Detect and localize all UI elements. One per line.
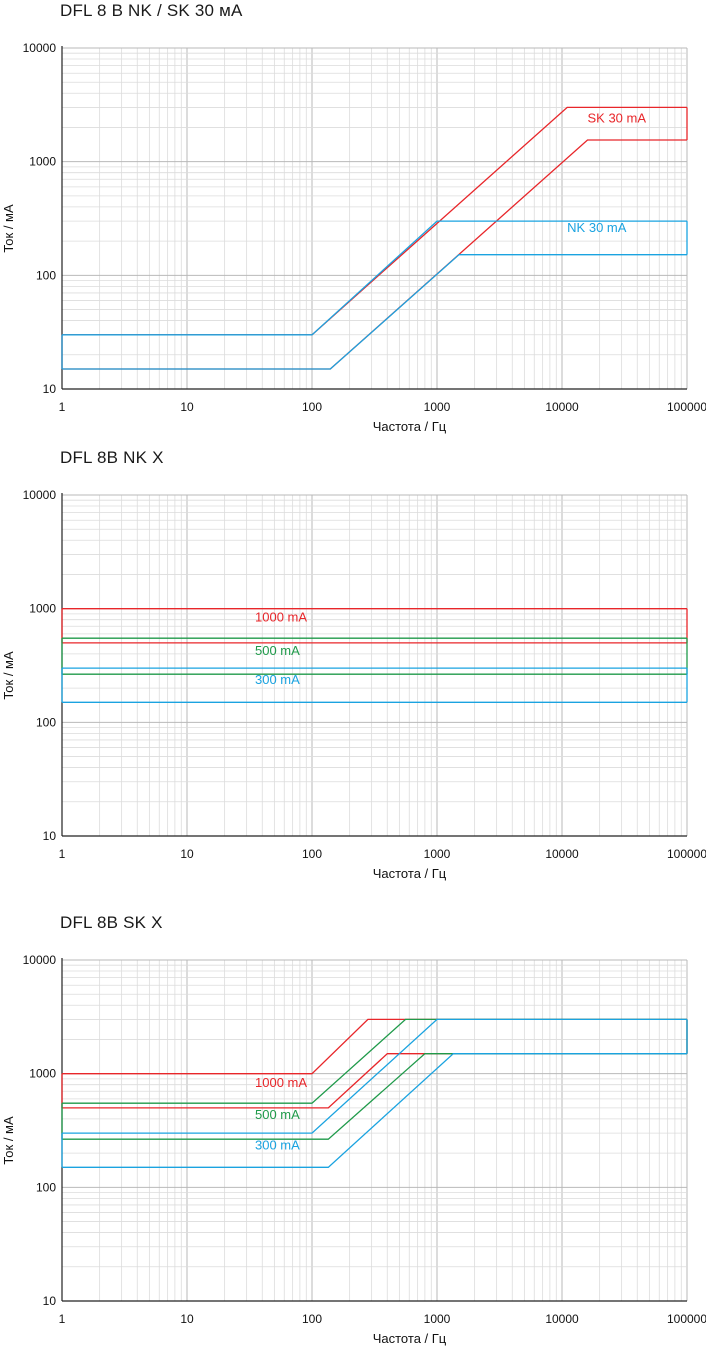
chart-3-plot: 1 10 100 1000 10000 10000010100100010000Часто… (1, 953, 706, 1346)
series-lower-line (62, 1053, 687, 1140)
x-tick-label: 1000 (424, 400, 451, 414)
x-tick-label: 100000 (667, 400, 706, 414)
series-upper-line (62, 1018, 687, 1134)
grid (61, 47, 688, 390)
x-tick-label: 1 (59, 1312, 66, 1326)
y-tick-label: 100 (36, 268, 56, 282)
x-axis-label: Частота / Гц (373, 866, 447, 881)
x-tick-label: 100000 (667, 1312, 706, 1326)
x-tick-label: 10000 (545, 400, 579, 414)
chart-title: DFL 8 B NK / SK 30 мА (60, 1, 243, 20)
y-axis-label: Ток / мА (1, 1116, 16, 1165)
series-upper-line (62, 1018, 687, 1104)
y-axis-label: Ток / мА (1, 651, 16, 700)
chart-2-plot: 1 10 100 1000 10000 10000010100100010000Часто… (1, 488, 706, 881)
series-label: SK 30 mA (588, 111, 647, 126)
series-label: 1000 mA (255, 610, 307, 625)
x-tick-label: 1 (59, 400, 66, 414)
x-tick-label: 100 (302, 1312, 322, 1326)
y-tick-label: 10 (43, 829, 57, 843)
grid (61, 494, 688, 837)
series-lower-line (62, 1053, 687, 1168)
x-tick-label: 1000 (424, 847, 451, 861)
y-tick-label: 10000 (23, 41, 57, 55)
x-axis-label: Частота / Гц (373, 1331, 447, 1346)
y-tick-label: 10 (43, 1294, 57, 1308)
series-upper-line (62, 220, 687, 336)
series-500-ma: 500 mA (61, 1018, 688, 1140)
series-300-ma: 300 mA (61, 1018, 688, 1168)
y-tick-label: 10000 (23, 953, 57, 967)
series-label: 300 mA (255, 672, 300, 687)
x-axis-label: Частота / Гц (373, 419, 447, 434)
series-label: 500 mA (255, 1107, 300, 1122)
x-tick-label: 10 (180, 400, 194, 414)
y-tick-label: 10 (43, 382, 57, 396)
series-label: 1000 mA (255, 1075, 307, 1090)
series-300-ma: 300 mA (61, 667, 688, 703)
series-1000-ma: 1000 mA (61, 1018, 688, 1109)
x-tick-label: 100 (302, 400, 322, 414)
y-tick-label: 100 (36, 1180, 56, 1194)
y-tick-label: 1000 (29, 602, 56, 616)
x-tick-label: 100 (302, 847, 322, 861)
y-tick-label: 1000 (29, 1067, 56, 1081)
series-500-ma: 500 mA (61, 637, 688, 675)
grid (61, 959, 688, 1302)
series-1000-ma: 1000 mA (61, 608, 688, 644)
y-tick-label: 1000 (29, 155, 56, 169)
x-tick-label: 10000 (545, 1312, 579, 1326)
x-tick-label: 100000 (667, 847, 706, 861)
series-nk-30-ma: NK 30 mA (61, 220, 688, 370)
x-tick-label: 10 (180, 847, 194, 861)
series-label: NK 30 mA (567, 220, 627, 235)
x-tick-label: 10 (180, 1312, 194, 1326)
chart-title: DFL 8B NK X (60, 448, 164, 467)
chart-title: DFL 8B SK X (60, 913, 163, 932)
x-tick-label: 1 (59, 847, 66, 861)
series-label: 500 mA (255, 643, 300, 658)
x-tick-label: 1000 (424, 1312, 451, 1326)
y-tick-label: 10000 (23, 488, 57, 502)
y-axis-label: Ток / мА (1, 204, 16, 253)
y-tick-label: 100 (36, 715, 56, 729)
x-tick-label: 10000 (545, 847, 579, 861)
series-label: 300 mA (255, 1138, 300, 1153)
chart-1-plot: 1 10 100 1000 10000 10000010100100010000Часто… (1, 41, 706, 434)
series-lower-line (62, 1053, 687, 1109)
series-lower-line (62, 254, 687, 370)
